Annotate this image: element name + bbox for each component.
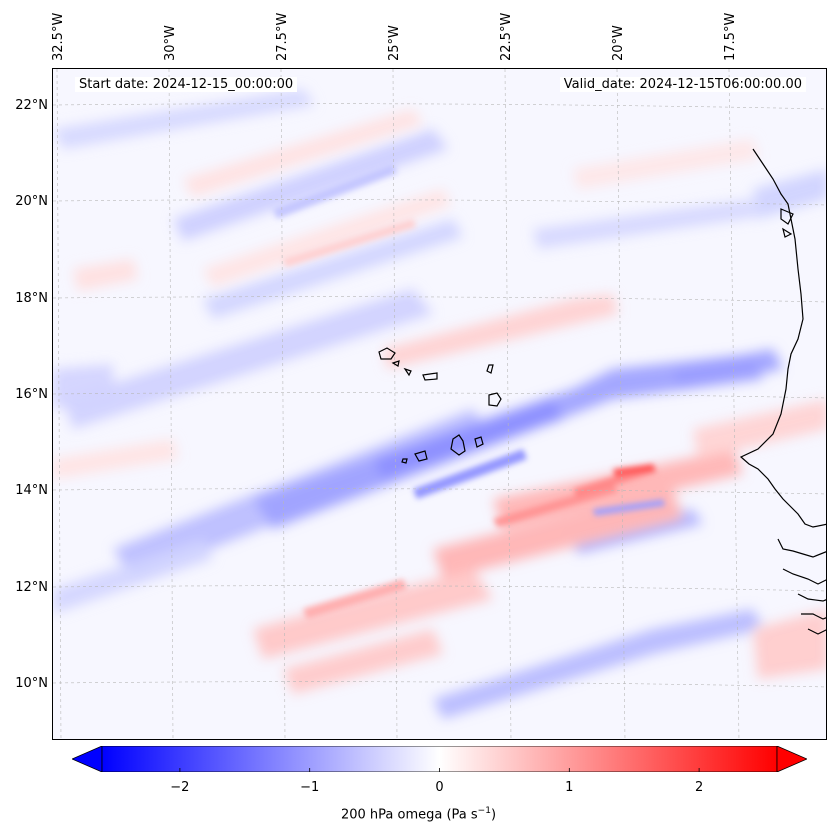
lon-label: 32.5°W xyxy=(51,12,66,61)
colorbar-tick-label: −2 xyxy=(170,780,190,795)
cape-verde-islands xyxy=(378,347,502,464)
lon-label: 20°W xyxy=(611,25,626,61)
lon-label: 17.5°W xyxy=(723,12,738,61)
lat-label: 16°N xyxy=(15,387,48,402)
start-date-label: Start date: 2024-12-15_00:00:00 xyxy=(75,77,298,92)
lon-label: 30°W xyxy=(163,25,178,61)
colorbar-label-close: ) xyxy=(490,807,497,823)
map-panel[interactable]: Start date: 2024-12-15_00:00:00 Valid_da… xyxy=(52,68,827,740)
lat-label: 20°N xyxy=(15,194,48,209)
colorbar-tick-label: 1 xyxy=(565,780,574,795)
colorbar-label-exponent: −1 xyxy=(477,806,491,816)
coastlines xyxy=(739,148,826,635)
colorbar-tick-label: −1 xyxy=(300,780,320,795)
colorbar-max-extension xyxy=(776,746,807,772)
lat-label: 22°N xyxy=(15,98,48,113)
colorbar-label-text: 200 hPa omega (Pa s xyxy=(340,807,478,823)
lon-label: 27.5°W xyxy=(275,12,290,61)
colorbar-gradient xyxy=(101,746,778,772)
omega-field-map xyxy=(53,69,826,739)
colorbar-tick-label: 2 xyxy=(694,780,704,795)
lon-label: 25°W xyxy=(387,25,402,61)
colorbar-tick-marks xyxy=(179,768,700,772)
colorbar-min-extension xyxy=(72,746,103,772)
lat-label: 18°N xyxy=(15,291,48,306)
lat-label: 14°N xyxy=(15,483,48,498)
valid-date-label: Valid_date: 2024-12-15T06:00:00.00 xyxy=(559,77,806,92)
lat-label: 12°N xyxy=(15,580,48,595)
colorbar-label: 200 hPa omega (Pa s−1) xyxy=(0,806,837,822)
colorbar-tick-label: 0 xyxy=(435,780,444,795)
lat-label: 10°N xyxy=(15,676,48,691)
graticule xyxy=(53,69,826,739)
negative-omega-bands xyxy=(53,89,826,719)
colorbar xyxy=(72,746,807,772)
lon-label: 22.5°W xyxy=(499,12,514,61)
sharp-streaks xyxy=(273,164,665,619)
